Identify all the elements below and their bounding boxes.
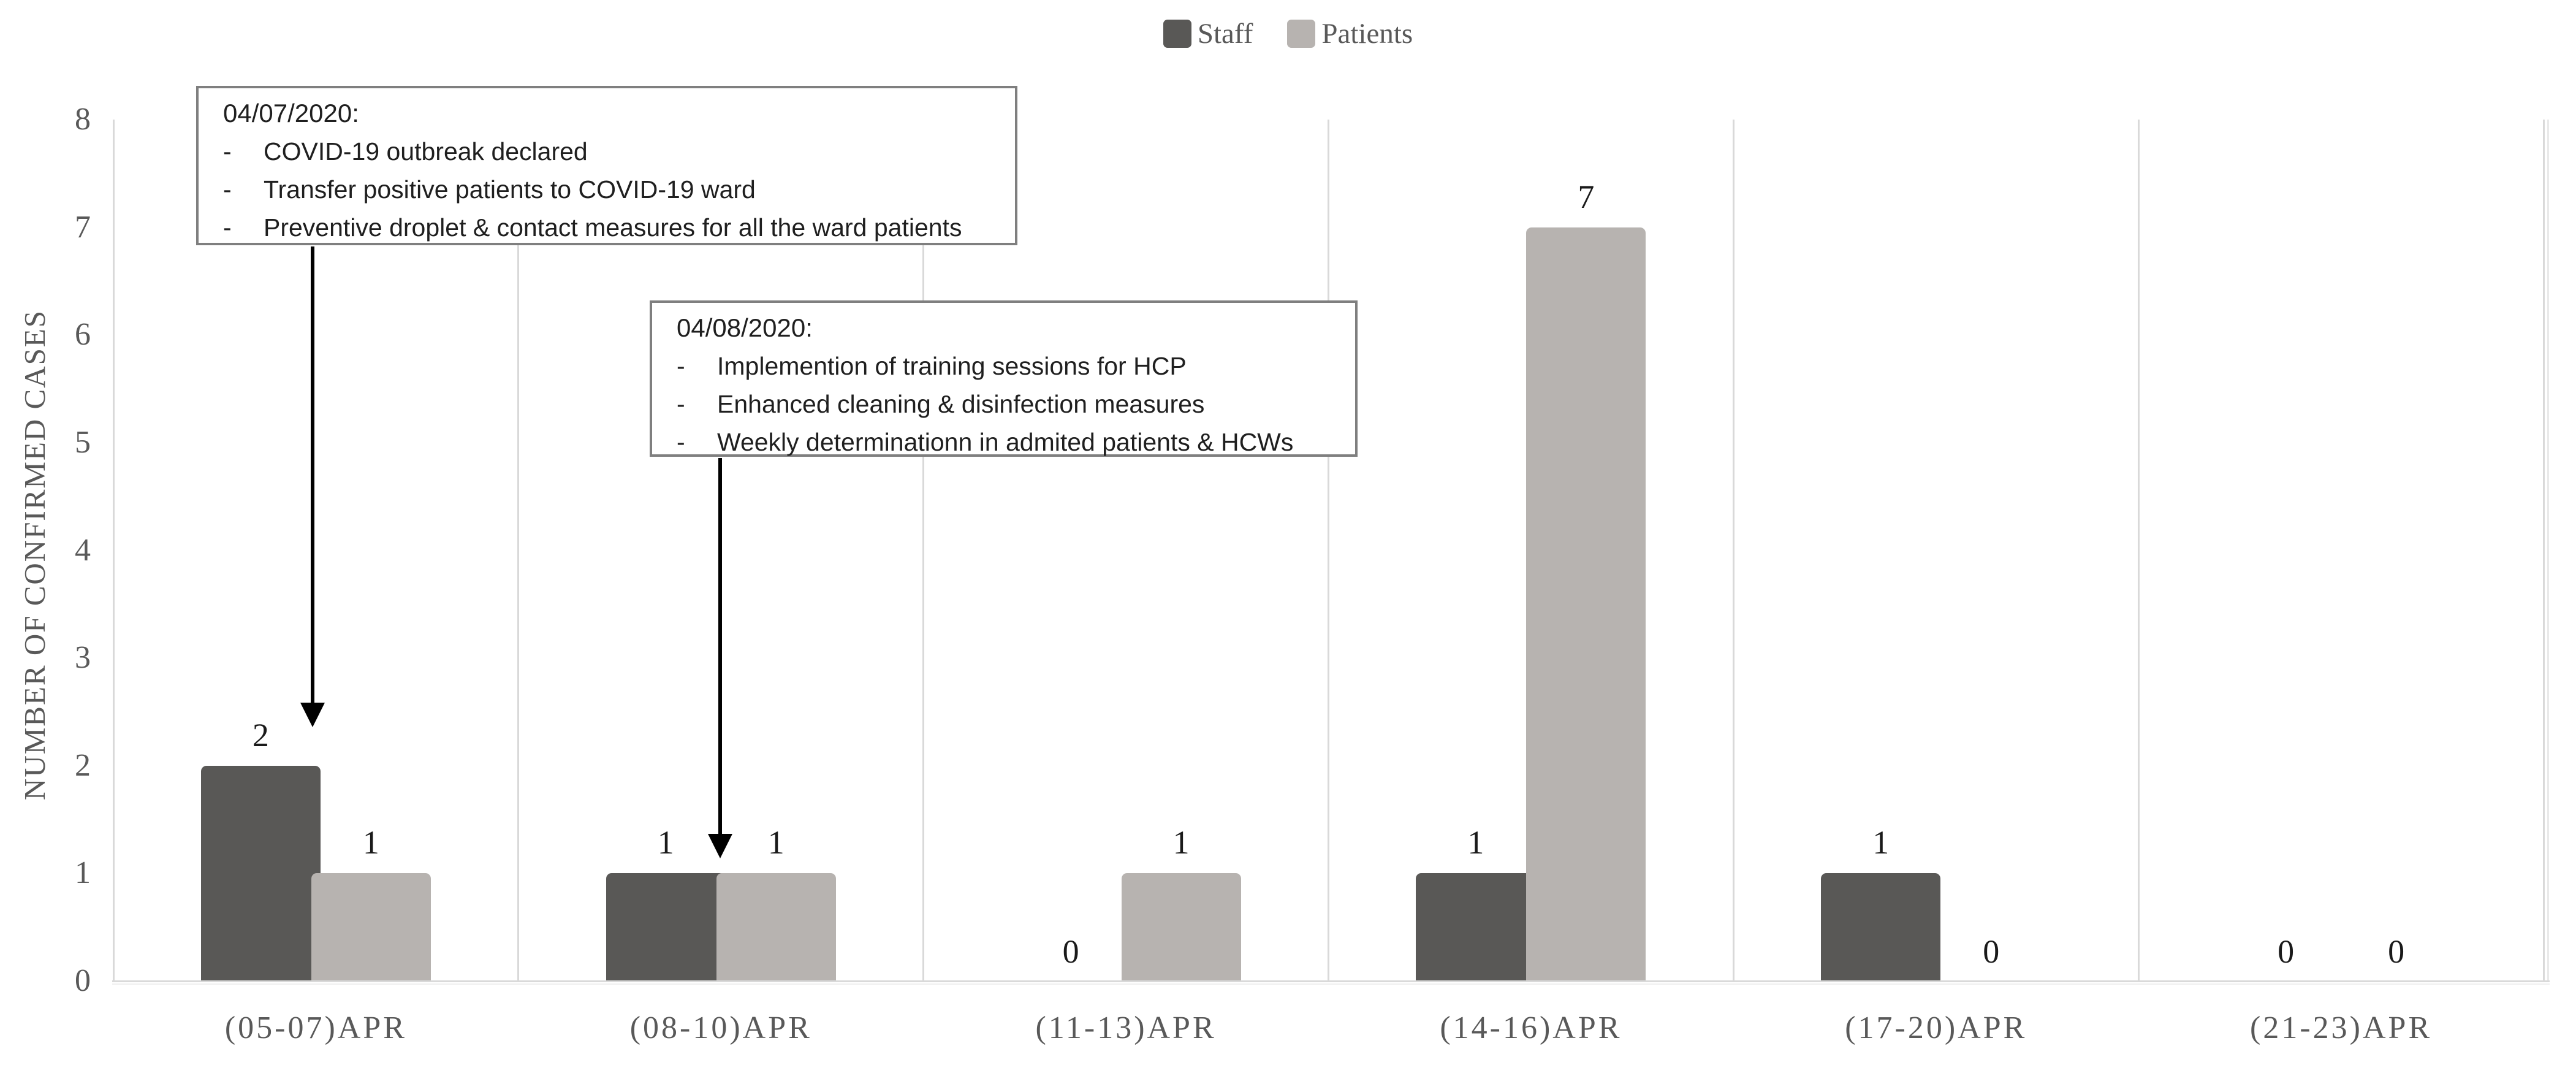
bar-patients-(08-10)APR bbox=[716, 873, 836, 981]
bar-value-label-staff: 1 bbox=[1467, 824, 1484, 861]
annotation-bullet-list: - COVID-19 outbreak declared - Transfer pos… bbox=[223, 132, 1000, 246]
category-separator-line bbox=[2137, 120, 2140, 981]
y-axis-tick-label: 7 bbox=[75, 209, 91, 245]
bar-patients-(11-13)APR bbox=[1121, 873, 1241, 981]
bullet-dash: - bbox=[677, 352, 685, 380]
legend-item-patients: Patients bbox=[1287, 18, 1413, 49]
x-axis-label: (05-07)APR bbox=[224, 1010, 407, 1045]
bullet-text: Transfer positive patients to COVID-19 w… bbox=[264, 175, 756, 204]
bullet-dash: - bbox=[677, 390, 685, 418]
x-axis-label: (14-16)APR bbox=[1440, 1010, 1622, 1045]
bar-staff-(17-20)APR bbox=[1821, 873, 1941, 981]
y-axis-tick-label: 3 bbox=[75, 640, 91, 676]
bar-value-label-staff: 0 bbox=[1062, 933, 1079, 970]
bar-staff-(08-10)APR bbox=[606, 873, 726, 981]
annotation-bullet: - Preventive droplet & contact measures f… bbox=[223, 208, 1000, 246]
bar-value-label-staff: 0 bbox=[2278, 933, 2295, 970]
y-axis-tick-label: 0 bbox=[75, 963, 91, 998]
bar-patients-(05-07)APR bbox=[311, 873, 431, 981]
category-separator-line bbox=[1328, 120, 1329, 981]
bullet-text: Enhanced cleaning & disinfection measure… bbox=[717, 390, 1205, 418]
y-axis-tick-label: 2 bbox=[75, 747, 91, 783]
y-axis-tick-label: 6 bbox=[75, 317, 91, 353]
arrow-04-07 bbox=[300, 246, 325, 727]
legend: Staff Patients bbox=[0, 18, 2576, 49]
category-separator-line bbox=[1732, 120, 1734, 981]
patients-color-swatch bbox=[1287, 20, 1316, 48]
annotation-box-04-07: 04/07/2020: - COVID-19 outbreak declared -… bbox=[196, 86, 1017, 245]
annotation-box-04-08: 04/08/2020: - Implemention of training se… bbox=[650, 300, 1358, 457]
annotation-bullet: - Weekly determinationn in admited patien… bbox=[677, 423, 1340, 461]
bar-value-label-patients: 1 bbox=[1172, 824, 1190, 861]
arrow-04-08 bbox=[708, 458, 732, 858]
bullet-text: Implemention of training sessions for HC… bbox=[717, 352, 1187, 380]
x-axis-label: (11-13)APR bbox=[1035, 1010, 1217, 1045]
category-separator-line bbox=[2542, 120, 2545, 981]
bar-value-label-patients: 7 bbox=[1578, 178, 1595, 215]
bar-staff-(05-07)APR bbox=[200, 765, 321, 981]
y-axis-tick-label: 5 bbox=[75, 424, 91, 460]
x-axis-label: (17-20)APR bbox=[1845, 1010, 2027, 1045]
plot-right-edge-line bbox=[2547, 120, 2549, 981]
x-axis-label: (08-10)APR bbox=[629, 1010, 812, 1045]
annotation-title: 04/08/2020: bbox=[677, 313, 813, 342]
y-axis-tick-label: 1 bbox=[75, 855, 91, 891]
bar-value-label-patients: 1 bbox=[362, 824, 379, 861]
bar-patients-(14-16)APR bbox=[1526, 227, 1646, 981]
bullet-dash: - bbox=[223, 137, 232, 166]
bar-staff-(14-16)APR bbox=[1416, 873, 1536, 981]
bullet-dash: - bbox=[223, 213, 232, 242]
bar-value-label-patients: 0 bbox=[1983, 933, 2000, 970]
x-axis-line bbox=[112, 980, 2550, 982]
y-axis-tick-label: 8 bbox=[75, 102, 91, 137]
annotation-bullet: - Implemention of training sessions for H… bbox=[677, 347, 1340, 385]
bar-value-label-staff: 1 bbox=[657, 824, 674, 861]
bullet-text: Weekly determinationn in admited patient… bbox=[717, 428, 1294, 456]
category-separator-line bbox=[517, 120, 520, 981]
bullet-text: Preventive droplet & contact measures fo… bbox=[264, 213, 962, 242]
annotation-bullet: - Enhanced cleaning & disinfection measur… bbox=[677, 385, 1340, 423]
legend-label-patients: Patients bbox=[1321, 18, 1413, 50]
y-axis-line bbox=[112, 120, 115, 981]
bar-value-label-patients: 1 bbox=[767, 824, 785, 861]
bullet-dash: - bbox=[677, 428, 685, 456]
annotation-bullet: - COVID-19 outbreak declared bbox=[223, 132, 1000, 170]
bar-value-label-staff: 2 bbox=[252, 716, 269, 754]
x-axis-line-shadow bbox=[112, 983, 2550, 985]
staff-color-swatch bbox=[1163, 20, 1191, 48]
bullet-dash: - bbox=[223, 175, 232, 204]
category-separator-line bbox=[922, 120, 925, 981]
bar-value-label-staff: 1 bbox=[1872, 824, 1890, 861]
annotation-bullet-list: - Implemention of training sessions for H… bbox=[677, 347, 1340, 461]
legend-item-staff: Staff bbox=[1163, 18, 1253, 49]
bullet-text: COVID-19 outbreak declared bbox=[264, 137, 588, 166]
annotation-bullet: - Transfer positive patients to COVID-19 … bbox=[223, 170, 1000, 208]
annotation-title: 04/07/2020: bbox=[223, 99, 359, 128]
bar-value-label-patients: 0 bbox=[2388, 933, 2405, 970]
y-axis-tick-label: 4 bbox=[75, 532, 91, 568]
legend-label-staff: Staff bbox=[1197, 18, 1253, 50]
x-axis-label: (21-23)APR bbox=[2250, 1010, 2433, 1045]
